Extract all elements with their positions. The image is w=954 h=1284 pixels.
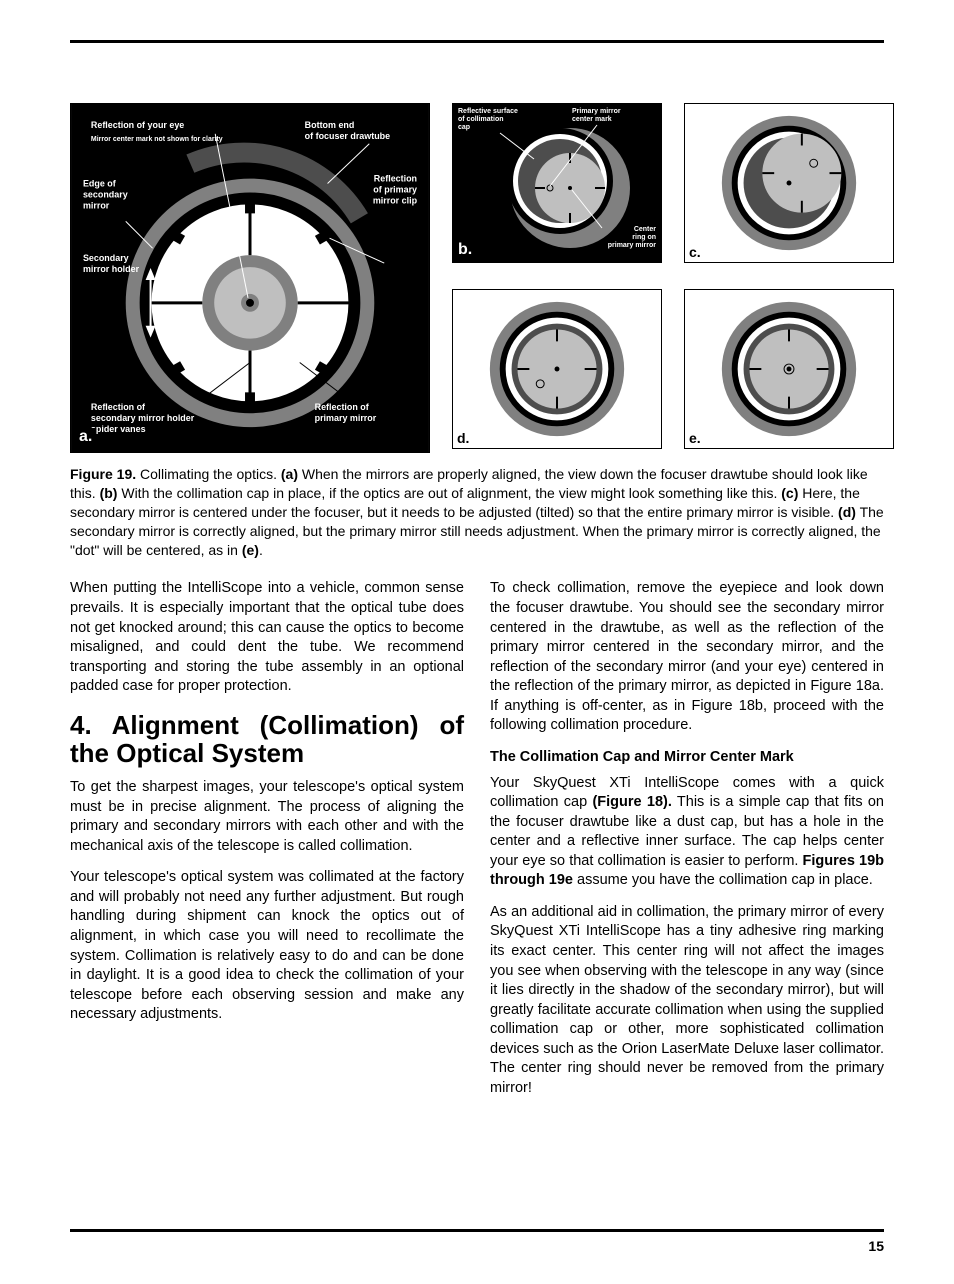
para-3: Your telescope's optical system was coll…	[70, 868, 464, 1025]
panel-d: d.	[452, 289, 662, 449]
panel-e: e.	[684, 289, 894, 449]
para-6: As an additional aid in collimation, the…	[490, 903, 884, 1099]
body-columns: When putting the IntelliScope into a veh…	[70, 579, 884, 1098]
bottom-rule	[70, 1229, 884, 1232]
panel-c-label: c.	[689, 244, 701, 260]
panel-e-label: e.	[689, 430, 701, 446]
top-rule	[70, 40, 884, 43]
section-heading: 4. Alignment (Collimation) of the Optica…	[70, 711, 464, 768]
panel-c: c.	[684, 103, 894, 263]
page-number: 15	[70, 1238, 884, 1254]
panel-d-label: d.	[457, 430, 469, 446]
para-2: To get the sharpest images, your telesco…	[70, 778, 464, 856]
label-reflection-eye: Reflection of your eye	[91, 120, 184, 130]
panel-a-label: a.	[77, 428, 96, 448]
para-1: When putting the IntelliScope into a veh…	[70, 579, 464, 696]
panel-a: Reflection of your eye Mirror center mar…	[70, 103, 430, 453]
panel-b: Reflective surfaceof collimationcap Prim…	[452, 103, 662, 263]
subheading: The Collimation Cap and Mirror Center Ma…	[490, 748, 884, 768]
figure-number: Figure 19.	[70, 466, 136, 482]
figure-19: Reflection of your eye Mirror center mar…	[70, 103, 884, 453]
para-5: Your SkyQuest XTi IntelliScope comes wit…	[490, 774, 884, 891]
svg-text:Reflection ofprimary mirror: Reflection ofprimary mirror	[315, 402, 377, 423]
svg-text:Reflectionof primarymirror cli: Reflectionof primarymirror clip	[373, 174, 418, 206]
panel-b-label: b.	[456, 241, 476, 261]
svg-text:Mirror center mark not shown f: Mirror center mark not shown for clarity	[91, 136, 223, 143]
figure-caption: Figure 19. Collimating the optics. (a) W…	[70, 465, 884, 559]
para-4a: To check collimation, remove the eyepiec…	[490, 579, 884, 736]
